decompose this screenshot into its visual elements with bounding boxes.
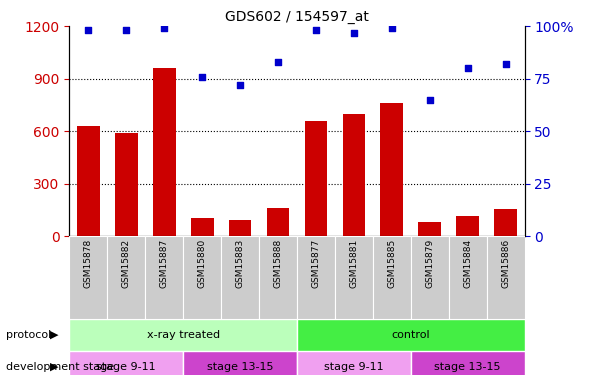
Bar: [305, 121, 327, 236]
Bar: [145, 236, 183, 319]
Text: GSM15877: GSM15877: [311, 239, 320, 288]
Point: [501, 61, 511, 67]
Bar: [221, 236, 259, 319]
Text: GSM15881: GSM15881: [349, 239, 358, 288]
Text: GSM15883: GSM15883: [236, 239, 245, 288]
Bar: [229, 220, 251, 236]
Text: GSM15878: GSM15878: [84, 239, 93, 288]
Title: GDS602 / 154597_at: GDS602 / 154597_at: [225, 10, 369, 24]
Point: [387, 26, 397, 32]
Bar: [411, 236, 449, 319]
Bar: [297, 236, 335, 319]
Bar: [335, 236, 373, 319]
Bar: [191, 218, 213, 236]
Text: stage 9-11: stage 9-11: [324, 362, 384, 372]
Bar: [343, 114, 365, 236]
Point: [121, 27, 131, 33]
Bar: [487, 236, 525, 319]
Bar: [183, 351, 297, 375]
Bar: [69, 351, 183, 375]
Point: [83, 27, 93, 33]
Bar: [449, 236, 487, 319]
Text: GSM15887: GSM15887: [160, 239, 169, 288]
Text: protocol: protocol: [6, 330, 51, 340]
Point: [349, 30, 359, 36]
Bar: [297, 351, 411, 375]
Bar: [153, 68, 175, 236]
Text: GSM15879: GSM15879: [425, 239, 434, 288]
Bar: [267, 208, 289, 236]
Text: stage 13-15: stage 13-15: [434, 362, 501, 372]
Bar: [115, 133, 137, 236]
Text: GSM15885: GSM15885: [387, 239, 396, 288]
Text: GSM15880: GSM15880: [198, 239, 207, 288]
Point: [159, 26, 169, 32]
Point: [463, 65, 473, 71]
Bar: [77, 126, 99, 236]
Point: [311, 27, 321, 33]
Text: GSM15886: GSM15886: [501, 239, 510, 288]
Bar: [373, 236, 411, 319]
Point: [425, 97, 435, 103]
Bar: [183, 236, 221, 319]
Bar: [418, 222, 441, 236]
Bar: [69, 236, 107, 319]
Text: GSM15882: GSM15882: [122, 239, 131, 288]
Text: ▶: ▶: [50, 330, 58, 340]
Bar: [107, 236, 145, 319]
Text: GSM15888: GSM15888: [274, 239, 283, 288]
Point: [197, 74, 207, 80]
Text: development stage: development stage: [6, 362, 114, 372]
Bar: [411, 351, 525, 375]
Text: control: control: [391, 330, 430, 340]
Bar: [380, 103, 403, 236]
Bar: [456, 216, 479, 236]
Text: ▶: ▶: [50, 362, 58, 372]
Bar: [69, 319, 297, 351]
Text: GSM15884: GSM15884: [463, 239, 472, 288]
Bar: [259, 236, 297, 319]
Text: stage 9-11: stage 9-11: [96, 362, 156, 372]
Point: [235, 82, 245, 88]
Bar: [494, 209, 517, 236]
Bar: [297, 319, 525, 351]
Point: [273, 59, 283, 65]
Text: x-ray treated: x-ray treated: [147, 330, 219, 340]
Text: stage 13-15: stage 13-15: [207, 362, 273, 372]
